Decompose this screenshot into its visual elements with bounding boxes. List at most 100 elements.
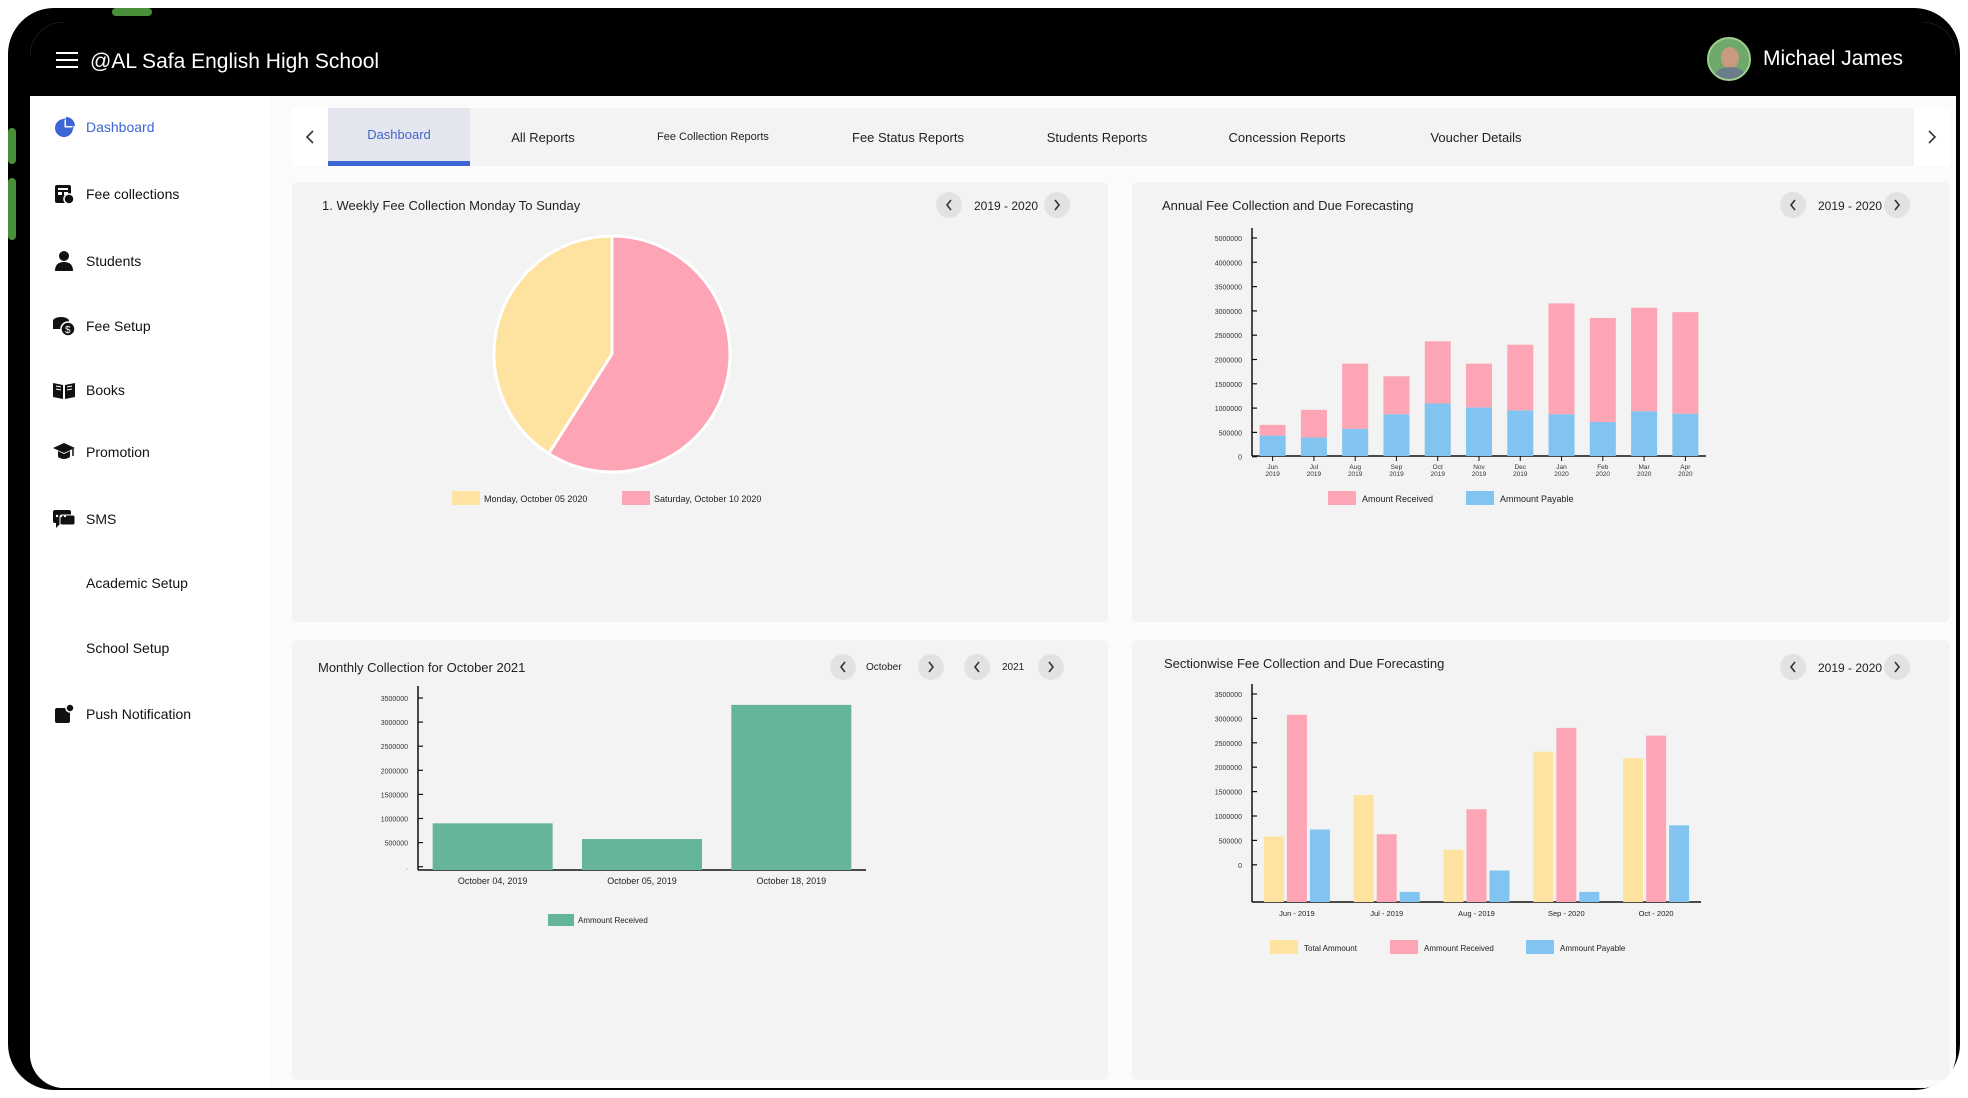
bar-segment	[1507, 344, 1534, 411]
bar	[731, 704, 852, 870]
bar-segment	[1342, 428, 1369, 456]
tab-all-reports[interactable]: All Reports	[511, 129, 575, 145]
legend-label: Monday, October 05 2020	[484, 494, 587, 504]
tab-fee-collection-reports[interactable]: Fee Collection Reports	[657, 131, 769, 143]
prev-period-button[interactable]	[936, 192, 962, 218]
sidebar-item-sms[interactable]: SMS	[52, 504, 116, 534]
y-tick-label: 500000	[385, 841, 408, 848]
legend-swatch	[548, 914, 574, 926]
sidebar-item-students[interactable]: Students	[52, 246, 141, 276]
sidebar-item-books[interactable]: Books	[52, 375, 125, 405]
sidebar-item-fee-collections[interactable]: Fee collections	[52, 179, 179, 209]
tab-scroll-left-button[interactable]	[292, 108, 328, 166]
x-tick-label: Aug - 2019	[1458, 909, 1495, 918]
sidebar: Dashboard Fee collections Students $ Fee…	[30, 96, 270, 1088]
bar	[1489, 870, 1510, 902]
next-month-button[interactable]	[918, 654, 944, 680]
y-tick-label: 500000	[1219, 430, 1242, 437]
hamburger-menu-icon[interactable]	[56, 52, 78, 68]
x-tick-label: Aug	[1349, 464, 1361, 471]
bar-segment	[1383, 414, 1410, 456]
sidebar-item-promotion[interactable]: Promotion	[52, 437, 150, 467]
sidebar-item-academic-setup[interactable]: Academic Setup	[52, 568, 188, 598]
prev-period-button[interactable]	[1780, 192, 1806, 218]
x-tick-label: Jan	[1556, 464, 1567, 471]
y-tick-label: 2000000	[381, 768, 408, 775]
user-name[interactable]: Michael James	[1763, 47, 1904, 70]
x-tick-label: Jul - 2019	[1370, 909, 1403, 918]
x-tick-label: Jun - 2019	[1279, 909, 1314, 918]
period-label: 2019 - 2020	[974, 199, 1039, 213]
chevron-right-icon	[1894, 661, 1901, 673]
prev-month-button[interactable]	[830, 654, 856, 680]
avatar[interactable]	[1707, 37, 1751, 81]
bar	[582, 839, 702, 870]
next-period-button[interactable]	[1884, 192, 1910, 218]
prev-period-button[interactable]	[1780, 654, 1806, 680]
y-tick-label: 2500000	[1215, 741, 1242, 748]
x-tick-label: 2020	[1554, 471, 1569, 478]
y-tick-label: .	[406, 865, 408, 872]
chevron-left-icon	[1789, 199, 1796, 211]
graduation-cap-icon	[52, 440, 76, 464]
y-tick-label: 3000000	[381, 720, 408, 727]
x-tick-label: Jul	[1310, 464, 1319, 471]
tab-dashboard[interactable]: Dashboard	[328, 108, 470, 166]
tab-fee-status-reports[interactable]: Fee Status Reports	[852, 129, 964, 145]
sidebar-item-dashboard[interactable]: Dashboard	[52, 112, 155, 142]
bar	[1669, 825, 1690, 902]
legend-swatch	[622, 491, 650, 505]
bar-segment	[1548, 414, 1575, 456]
sidebar-item-label: Books	[86, 382, 125, 398]
tab-concession-reports[interactable]: Concession Reports	[1228, 129, 1346, 145]
sidebar-item-label: School Setup	[86, 640, 170, 656]
prev-year-button[interactable]	[964, 654, 990, 680]
x-tick-label: Oct	[1433, 464, 1443, 471]
app-screen: @AL Safa English High School Michael Jam…	[30, 22, 1956, 1088]
legend-label: Amount Received	[1362, 494, 1433, 504]
card-title: Monthly Collection for October 2021	[318, 660, 526, 675]
top-bar: @AL Safa English High School Michael Jam…	[30, 22, 1956, 96]
bar	[1556, 727, 1577, 902]
bar-segment	[1259, 424, 1286, 436]
x-tick-label: 2020	[1596, 471, 1611, 478]
bar-segment	[1589, 317, 1616, 422]
next-period-button[interactable]	[1044, 192, 1070, 218]
device-frame: @AL Safa English High School Michael Jam…	[8, 8, 1960, 1090]
x-tick-label: 2019	[1307, 471, 1322, 478]
bar	[1646, 735, 1667, 902]
bar-segment	[1259, 435, 1286, 456]
ledger-icon	[52, 182, 76, 206]
sidebar-item-fee-setup[interactable]: $ Fee Setup	[52, 311, 151, 341]
period-label: 2019 - 2020	[1818, 661, 1883, 675]
sidebar-item-school-setup[interactable]: School Setup	[52, 633, 169, 663]
tab-voucher-details[interactable]: Voucher Details	[1430, 129, 1522, 145]
tab-students-reports[interactable]: Students Reports	[1046, 129, 1148, 145]
tab-scroll-right-button[interactable]	[1914, 108, 1950, 166]
tab-bar: Dashboard All Reports Fee Collection Rep…	[292, 108, 1950, 166]
bar	[1309, 829, 1330, 902]
next-period-button[interactable]	[1884, 654, 1910, 680]
sidebar-item-label: Dashboard	[86, 119, 155, 135]
bar	[1399, 891, 1420, 902]
chevron-right-icon	[1894, 199, 1901, 211]
x-tick-label: October 05, 2019	[607, 876, 677, 886]
chevron-right-icon	[1054, 199, 1061, 211]
notification-icon	[52, 702, 76, 726]
x-tick-label: Oct - 2020	[1639, 909, 1674, 918]
book-icon	[52, 378, 76, 402]
y-tick-label: 3500000	[1215, 692, 1242, 699]
sidebar-item-push-notification[interactable]: Push Notification	[52, 699, 191, 729]
bar	[1466, 809, 1487, 902]
school-name: @AL Safa English High School	[90, 50, 380, 73]
bar-segment	[1589, 421, 1616, 456]
chevron-right-icon	[928, 661, 935, 673]
chevron-right-icon	[1928, 130, 1937, 144]
legend-swatch	[1526, 940, 1554, 954]
y-tick-label: 0	[1238, 455, 1242, 462]
bar-segment	[1466, 407, 1492, 456]
legend-label: Ammount Payable	[1500, 494, 1574, 504]
next-year-button[interactable]	[1038, 654, 1064, 680]
x-tick-label: Nov	[1473, 464, 1485, 471]
bar	[1533, 751, 1554, 902]
